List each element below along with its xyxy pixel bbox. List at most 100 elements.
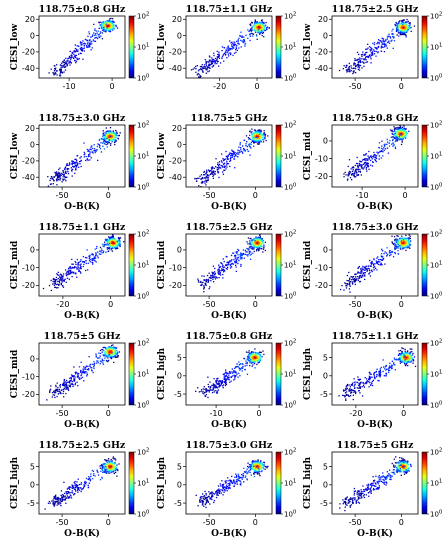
scatter-point (74, 260, 76, 263)
scatter-point (355, 279, 357, 281)
scatter-point (245, 251, 247, 253)
scatter-point (227, 53, 229, 55)
scatter-point (406, 18, 408, 21)
scatter-point (56, 174, 59, 176)
scatter-point (218, 264, 220, 266)
scatter-point (216, 58, 218, 60)
scatter-point (248, 144, 250, 146)
scatter-point (94, 255, 97, 257)
scatter-point (392, 145, 394, 147)
scatter-point (386, 38, 389, 40)
scatter-point (371, 260, 373, 263)
scatter-point (67, 170, 69, 173)
scatter-point (220, 167, 222, 169)
scatter-point (251, 245, 253, 248)
scatter-point (394, 131, 397, 134)
scatter-point (210, 275, 213, 277)
scatter-point (403, 238, 405, 240)
scatter-point (108, 242, 111, 245)
scatter-point (401, 141, 403, 143)
scatter-point (349, 280, 351, 283)
y-tick-label: 20 (172, 15, 182, 24)
scatter-point (394, 127, 396, 129)
scatter-point (229, 52, 231, 54)
scatter-point (376, 261, 379, 263)
scatter-point (251, 32, 253, 35)
scatter-point (222, 265, 224, 267)
scatter-point (100, 361, 103, 363)
scatter-point (255, 130, 258, 132)
scatter-point (111, 22, 113, 24)
scatter-point (66, 164, 68, 167)
scatter-point (209, 276, 211, 278)
scatter-point (368, 156, 370, 159)
scatter-point (67, 172, 70, 175)
scatter-point (74, 378, 76, 380)
scatter-point (398, 132, 400, 134)
scatter-point (241, 253, 243, 255)
scatter-point (94, 28, 96, 30)
scatter-point (364, 159, 366, 161)
scatter-point (110, 17, 112, 20)
scatter-point (397, 23, 399, 25)
scatter-point (357, 278, 359, 280)
scatter-point (57, 277, 60, 280)
scatter-point (73, 53, 75, 55)
scatter-point (205, 184, 207, 186)
scatter-point (93, 360, 95, 363)
scatter-point (262, 21, 265, 24)
scatter-point (104, 243, 106, 246)
scatter-point (228, 55, 230, 57)
scatter-point (253, 23, 256, 25)
x-tick-label: -50 (349, 82, 362, 91)
x-tick-label: 0 (399, 300, 404, 309)
scatter-point (385, 40, 387, 42)
scatter-point (202, 70, 204, 72)
scatter-point (109, 144, 112, 147)
scatter-point (259, 133, 261, 135)
scatter-point (116, 243, 118, 245)
scatter-point (119, 240, 121, 242)
scatter-point (101, 243, 104, 245)
scatter-point (363, 154, 365, 156)
y-tick-label: 0 (323, 137, 328, 146)
scatter-point (212, 265, 215, 267)
scatter-point (357, 66, 359, 68)
scatter-point (338, 69, 341, 72)
scatter-point (210, 61, 212, 63)
scatter-point (113, 361, 115, 364)
axes-frame (38, 124, 126, 188)
scatter-point (396, 138, 398, 140)
scatter-point (61, 389, 63, 391)
scatter-point (222, 267, 224, 269)
scatter-point (90, 157, 92, 159)
scatter-point (365, 161, 367, 164)
scatter-point (403, 247, 405, 249)
scatter-point (195, 65, 197, 68)
scatter-point (99, 250, 101, 252)
scatter-point (107, 236, 110, 238)
scatter-point (347, 280, 349, 282)
scatter-point (99, 246, 102, 249)
scatter-point (226, 156, 228, 158)
scatter-point (110, 356, 113, 358)
scatter-point (240, 148, 242, 151)
scatter-point (359, 60, 362, 63)
scatter-point (69, 385, 72, 387)
scatter-point (219, 274, 222, 276)
scatter-point (106, 247, 108, 249)
scatter-point (247, 255, 249, 257)
scatter-point (42, 287, 45, 290)
scatter-point (248, 138, 250, 141)
scatter-point (77, 375, 79, 377)
scatter-point (387, 152, 390, 154)
scatter-point (408, 234, 410, 236)
scatter-point (222, 159, 225, 162)
scatter-point (382, 258, 384, 261)
scatter-point (229, 158, 232, 160)
scatter-point (51, 176, 53, 178)
scatter-point (209, 173, 211, 176)
scatter-point (209, 64, 211, 66)
scatter-point (105, 30, 107, 32)
